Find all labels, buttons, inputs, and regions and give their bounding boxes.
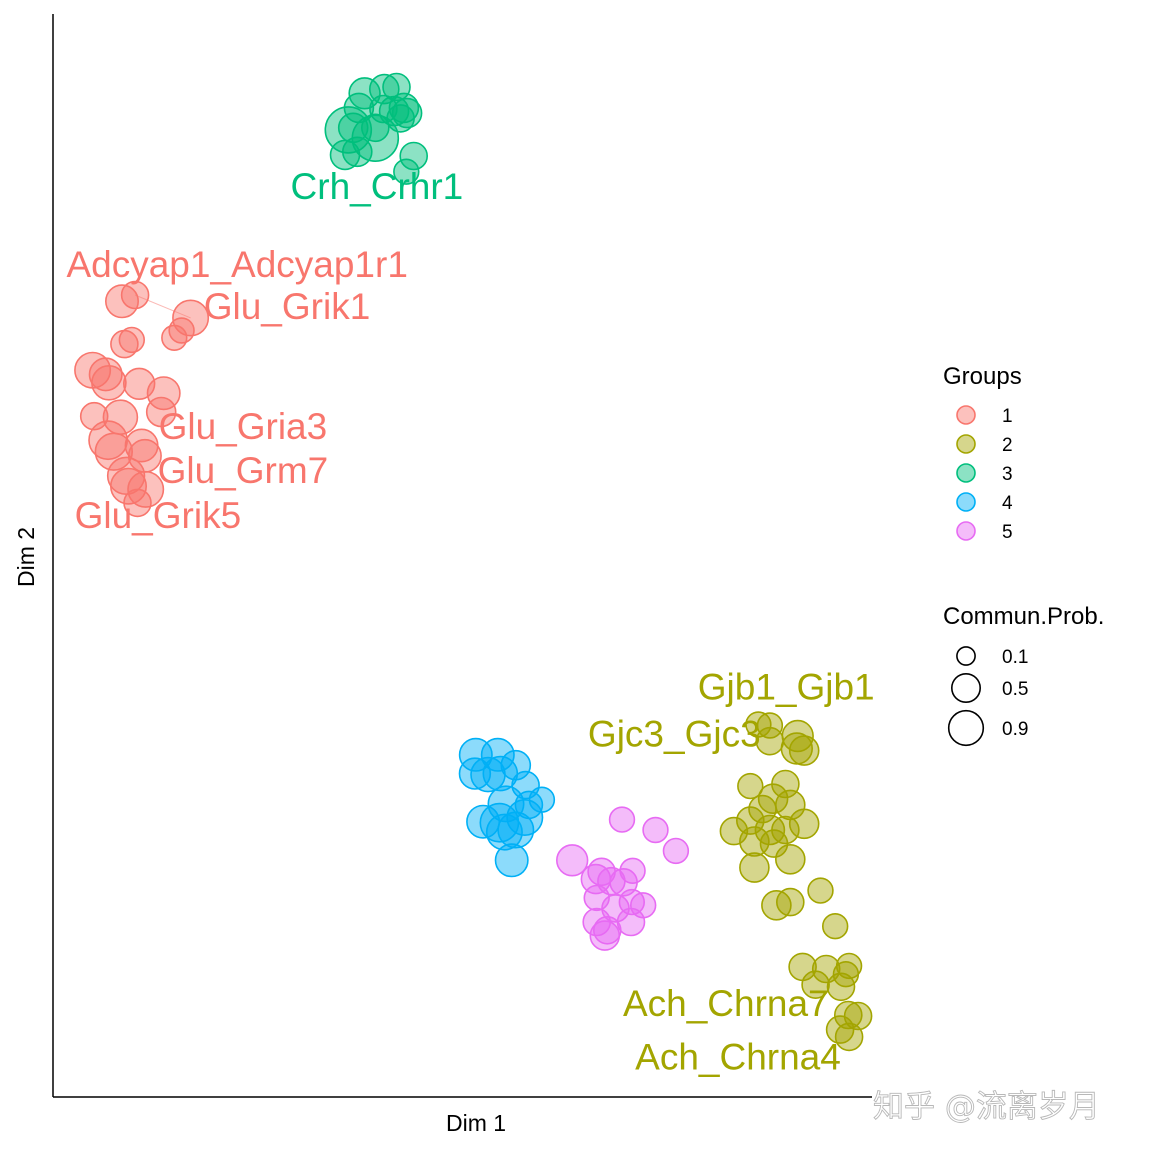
point-group-5 (589, 920, 621, 951)
legend-key-group-4 (956, 492, 976, 512)
point-group-3 (393, 158, 420, 185)
point-group-2 (801, 970, 830, 1000)
point-group-4 (494, 843, 529, 878)
point-group-5 (662, 837, 690, 865)
point-group-5 (555, 844, 589, 877)
point-group-1 (110, 329, 139, 359)
legend-label-size-0-1: 0.1 (1002, 647, 1028, 668)
point-group-4 (458, 757, 492, 790)
y-axis-title: Dim 2 (13, 527, 39, 587)
legend-key-group-5 (956, 521, 976, 541)
point-group-2 (739, 852, 770, 883)
point-group-5 (608, 806, 636, 833)
point-group-1 (94, 432, 134, 471)
point-group-2 (834, 1022, 864, 1052)
legend-key-size-0-1 (956, 646, 976, 666)
point-group-1 (161, 324, 188, 351)
point-group-3 (399, 141, 429, 171)
link-line (134, 294, 191, 319)
label-glu-grm7: Glu_Grm7 (158, 450, 329, 491)
legend-key-size-0-9 (947, 709, 985, 747)
link-layer (134, 294, 191, 319)
point-group-4 (497, 811, 535, 849)
point-group-2 (759, 829, 789, 858)
legend-label-group-1: 1 (1002, 406, 1013, 427)
legend-key-size-0-5 (950, 672, 981, 703)
points-layer (74, 72, 873, 1052)
point-group-2 (774, 843, 806, 875)
label-ach-chrna4: Ach_Chrna4 (635, 1036, 841, 1077)
legend-label-size-0-5: 0.5 (1002, 679, 1028, 700)
label-glu-grik5: Glu_Grik5 (75, 495, 242, 536)
point-group-1 (172, 299, 210, 337)
point-group-2 (745, 711, 772, 738)
legend-label-group-4: 4 (1002, 493, 1013, 514)
label-glu-gria3: Glu_Gria3 (159, 406, 328, 447)
point-group-1 (91, 364, 127, 401)
point-group-2 (807, 877, 834, 904)
point-group-1 (127, 470, 165, 508)
x-axis-title: Dim 1 (446, 1110, 506, 1136)
label-ach-chrna7: Ach_Chrna7 (623, 983, 829, 1024)
point-group-2 (788, 735, 820, 766)
label-glu-grik1: Glu_Grik1 (204, 286, 371, 327)
point-group-1 (123, 488, 152, 518)
legend-key-group-3 (956, 463, 976, 483)
point-group-2 (826, 972, 856, 1002)
point-group-1 (145, 396, 177, 428)
point-group-3 (341, 136, 373, 168)
point-group-3 (329, 139, 361, 171)
point-group-1 (168, 317, 195, 344)
label-gjc3-gjc3: Gjc3_Gjc3 (588, 713, 761, 754)
point-group-2 (757, 783, 789, 815)
legend-size-title: Commun.Prob. (943, 603, 1104, 630)
legend-label-group-5: 5 (1002, 522, 1013, 543)
legend-sizes: 0.1 0.5 0.9 (947, 646, 1028, 747)
point-group-1 (106, 456, 146, 495)
label-adcyap1-adcyap1r1: Adcyap1_Adcyap1r1 (66, 244, 407, 285)
point-group-3 (360, 113, 390, 143)
point-group-4 (470, 756, 506, 793)
legend-groups: 1 2 3 4 5 (956, 405, 1013, 543)
point-group-2 (756, 712, 784, 739)
legend-key-group-1 (956, 405, 976, 425)
point-group-3 (324, 106, 373, 154)
point-group-2 (833, 1000, 863, 1030)
legend-key-group-2 (956, 434, 976, 454)
point-group-2 (788, 808, 820, 840)
legend-groups-title: Groups (943, 363, 1022, 390)
point-group-2 (737, 772, 764, 800)
label-crh-crhr1: Crh_Crhr1 (291, 166, 464, 207)
point-group-2 (821, 912, 849, 940)
legend-label-group-2: 2 (1002, 435, 1013, 456)
point-group-1 (120, 280, 150, 310)
point-group-4 (485, 813, 523, 851)
legend: Groups 1 2 3 4 5 Commun.Prob. 0.1 0.5 0.9 (943, 363, 1104, 747)
label-gjb1-gjb1: Gjb1_Gjb1 (698, 666, 875, 707)
point-group-5 (642, 816, 669, 844)
point-group-1 (105, 284, 140, 319)
point-group-2 (775, 887, 805, 917)
point-group-4 (480, 737, 515, 772)
legend-label-size-0-9: 0.9 (1002, 719, 1028, 740)
legend-label-group-3: 3 (1002, 464, 1013, 485)
watermark-text: 知乎 @流离岁月 (873, 1089, 1100, 1125)
